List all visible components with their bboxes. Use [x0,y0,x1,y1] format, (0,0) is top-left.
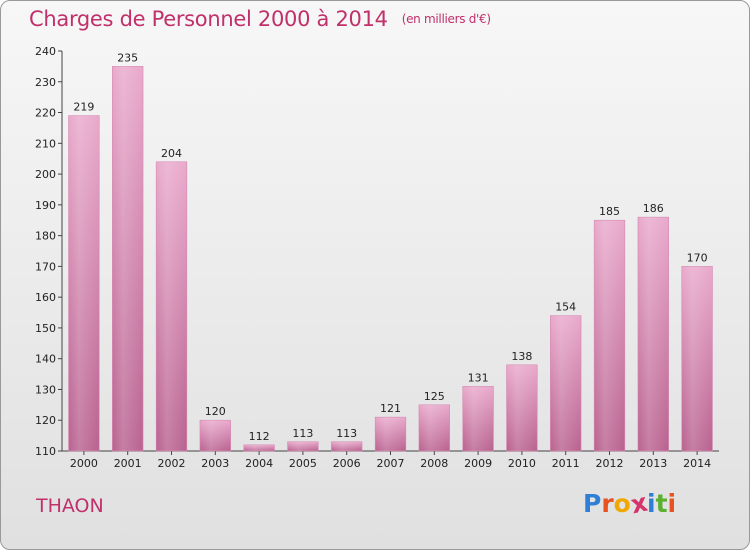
x-tick-label: 2009 [464,457,492,470]
logo-letter: i [667,489,677,518]
y-tick-label: 240 [35,45,56,58]
logo-letter: r [601,489,614,518]
x-tick-label: 2014 [683,457,711,470]
value-label-2011: 154 [555,301,576,314]
x-tick-label: 2005 [289,457,317,470]
bar-shine-2004 [243,444,275,451]
y-tick-label: 160 [35,291,56,304]
chart-title-text: Charges de Personnel 2000 à 2014 [29,7,388,31]
logo-letter: o [613,489,631,518]
y-tick-label: 150 [35,322,56,335]
y-tick-label: 190 [35,199,56,212]
y-axis: 110 120 130 140 150 160 170 180 190 200 210 220 230 2… [35,45,63,458]
x-tick-label: 2002 [158,457,186,470]
value-label-2004: 112 [249,430,270,443]
y-tick-label: 110 [35,445,56,458]
x-tick-label: 2003 [201,457,229,470]
value-labels: 219 235 204 120 112 113 113 121 125 131 138 154 185 1… [73,51,707,442]
chart-title: Charges de Personnel 2000 à 2014 (en mill… [29,7,491,31]
value-label-2003: 120 [205,405,226,418]
value-label-2009: 131 [468,371,489,384]
place-name: THAON [36,495,104,517]
value-label-2008: 125 [424,390,445,403]
x-tick-label: 2001 [114,457,142,470]
bar-shine-2013 [637,217,669,451]
value-label-2010: 138 [511,350,532,363]
bar-shine-2011 [550,315,582,451]
y-tick-label: 170 [35,260,56,273]
bar-shine-2002 [156,161,187,451]
y-tick-label: 140 [35,353,56,366]
value-label-2005: 113 [292,427,313,440]
x-axis: 2000 2001 2002 2003 2004 2005 2006 2007 2008 2009… [62,450,719,470]
bars [68,66,713,452]
bar-shine-2008 [418,404,450,451]
value-label-2006: 113 [336,427,357,440]
bar-shine-2009 [462,386,494,451]
value-label-2014: 170 [687,251,708,264]
y-tick-label: 200 [35,168,56,181]
x-tick-label: 2000 [70,457,98,470]
bar-shine-2012 [594,220,625,451]
chart-subtitle: (en milliers d'€) [401,12,491,26]
y-tick-label: 120 [35,414,56,427]
y-tick-label: 180 [35,230,56,243]
bar-shine-2006 [331,441,363,451]
bar-shine-2007 [375,417,406,451]
bar-shine-2005 [287,441,319,451]
x-tick-label: 2007 [377,457,405,470]
logo-letter: i [647,489,656,518]
value-label-2013: 186 [643,202,664,215]
x-tick-label: 2011 [552,457,580,470]
y-tick-label: 220 [35,107,56,120]
x-tick-label: 2008 [420,457,448,470]
y-tick-label: 230 [35,76,56,89]
bar-shine-2003 [199,420,231,451]
value-label-2000: 219 [73,101,94,114]
value-label-2002: 204 [161,147,182,160]
x-tick-label: 2004 [245,457,273,470]
value-label-2012: 185 [599,205,620,218]
bar-shine-2010 [506,364,538,451]
bar-shine-2014 [681,266,713,451]
x-tick-label: 2012 [596,457,624,470]
proxiti-logo: Proxiti [583,488,677,520]
logo-letter: t [655,489,668,518]
x-tick-label: 2006 [333,457,361,470]
value-label-2007: 121 [380,402,401,415]
y-tick-label: 130 [35,383,56,396]
bar-shine-2001 [112,66,144,451]
x-tick-label: 2013 [639,457,667,470]
x-tick-label: 2010 [508,457,536,470]
bar-shine-2000 [68,115,100,451]
logo-letter: P [583,489,602,518]
y-tick-label: 210 [35,137,56,150]
value-label-2001: 235 [117,51,138,64]
